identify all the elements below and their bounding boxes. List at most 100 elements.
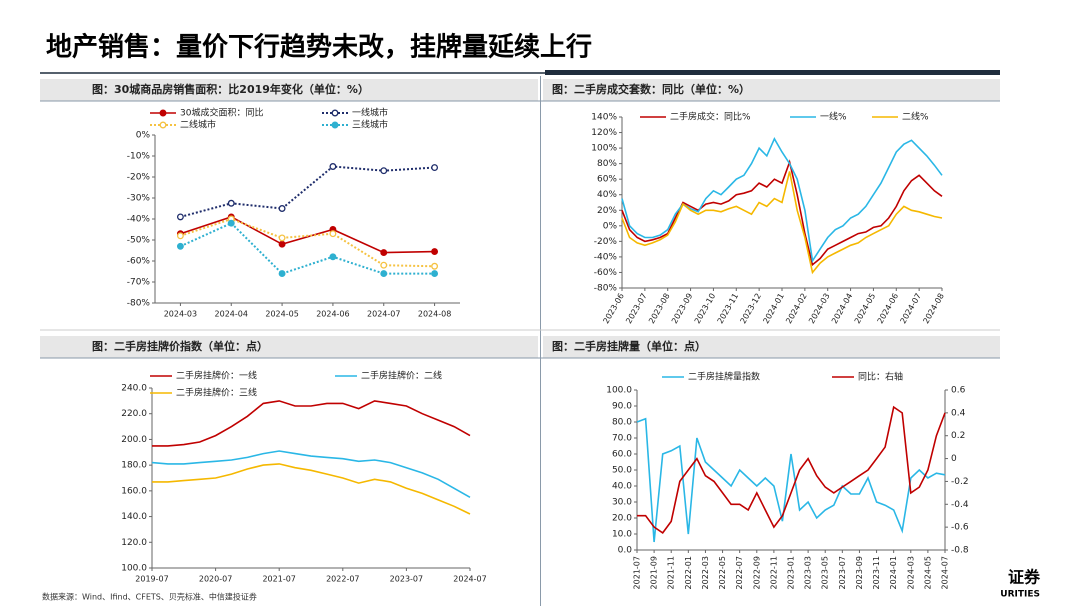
y2-tick-label: 0.4: [951, 408, 966, 418]
x-tick-label: 2023-05: [821, 556, 830, 589]
series-line: [180, 217, 435, 268]
y-tick-label: 40%: [597, 190, 617, 200]
y-tick-label: 10.0: [612, 530, 632, 540]
y-tick-label: 0.0: [618, 546, 633, 556]
legend-label: 二手房成交：同比%: [670, 111, 751, 123]
x-tick-label: 2021-07: [633, 556, 642, 589]
x-tick-label: 2024-07: [899, 292, 924, 325]
x-tick-label: 2021-09: [650, 556, 659, 589]
point: [431, 248, 439, 255]
x-tick-label: 2024-01: [761, 292, 786, 325]
point: [278, 234, 286, 242]
x-tick-label: 2022-09: [752, 556, 761, 589]
y-tick-label: 20%: [597, 206, 617, 216]
chart-title: 图：二手房挂牌价指数（单位：点）: [92, 339, 268, 353]
y-tick-label: 70.0: [612, 434, 632, 444]
x-tick-label: 2023-09: [670, 292, 695, 325]
x-tick-label: 2022-07: [735, 556, 744, 589]
y2-tick-label: 0.2: [951, 431, 965, 441]
x-tick-label: 2023-07: [390, 575, 423, 584]
series-line: [621, 159, 943, 267]
logo-text: URITIES: [1000, 590, 1040, 600]
chart-title: 图：30城商品房销售面积：比2019年变化（单位：%）: [92, 82, 369, 96]
legend-marker: [159, 109, 167, 117]
point: [380, 261, 388, 269]
legend-label: 二手房挂牌量指数: [688, 371, 760, 383]
chart-title: 图：二手房挂牌量（单位：点）: [552, 339, 706, 353]
legend-label: 二线城市: [180, 119, 216, 131]
y-tick-label: 140.0: [121, 512, 147, 522]
series-line: [621, 137, 943, 264]
panel-header: [543, 79, 1000, 101]
y-tick-label: 160.0: [121, 486, 147, 496]
x-tick-label: 2023-03: [804, 556, 813, 589]
x-tick-label: 2024-08: [921, 292, 946, 325]
x-tick-label: 2024-06: [876, 292, 901, 325]
y-tick-label: 80.0: [612, 418, 632, 428]
series-line: [180, 216, 435, 254]
y-tick-label: 90.0: [612, 402, 632, 412]
source-note: 数据来源：Wind、Ifind、CFETS、贝壳标准、中信建投证券: [42, 592, 257, 602]
point: [380, 249, 388, 257]
legend-label: 二手房挂牌价：一线: [176, 370, 257, 382]
x-tick-label: 2024-03: [807, 292, 832, 325]
point: [431, 270, 439, 278]
y-tick-label: -60%: [594, 268, 618, 278]
x-tick-label: 2022-03: [701, 556, 710, 589]
panel-header: [543, 336, 1000, 358]
series-line: [179, 222, 435, 275]
x-tick-label: 2023-11: [716, 292, 741, 325]
y2-tick-label: -0.2: [951, 477, 969, 487]
legend-label: 30城成交面积：同比: [180, 107, 263, 119]
series-line: [151, 450, 471, 498]
x-tick-label: 2024-05: [853, 292, 878, 325]
y-tick-label: 220.0: [121, 409, 147, 419]
y-tick-label: 50.0: [612, 466, 632, 476]
x-tick-label: 2023-07: [624, 292, 649, 325]
x-tick-label: 2024-02: [784, 292, 809, 325]
point: [176, 242, 184, 250]
legend-label: 二手房挂牌价：二线: [361, 370, 442, 382]
slide-title: 地产销售：量价下行趋势未改，挂牌量延续上行: [46, 32, 592, 63]
y-tick-label: 120%: [591, 128, 617, 138]
x-tick-label: 2022-11: [769, 556, 778, 589]
legend-marker: [159, 121, 167, 129]
chart-title: 图：二手房成交套数：同比（单位：%）: [552, 82, 750, 96]
y-tick-label: 200.0: [121, 435, 147, 445]
y-tick-label: 100%: [591, 144, 617, 154]
y-tick-label: -60%: [127, 257, 151, 267]
point: [227, 219, 235, 227]
legend-marker: [331, 109, 339, 117]
x-tick-label: 2020-07: [199, 575, 232, 584]
x-tick-label: 2023-12: [739, 292, 764, 325]
series-line: [152, 463, 471, 515]
logo-text: 证券: [1008, 568, 1041, 587]
x-tick-label: 2023-06: [601, 292, 626, 325]
y-tick-label: -80%: [127, 299, 151, 309]
y-tick-label: 20.0: [612, 514, 632, 524]
y-tick-label: -20%: [127, 173, 151, 183]
y-tick-label: -40%: [127, 215, 151, 225]
y-tick-label: -80%: [594, 284, 618, 294]
x-tick-label: 2024-04: [215, 310, 248, 319]
point: [227, 199, 235, 207]
y-tick-label: 100.0: [121, 564, 147, 574]
series-line: [637, 405, 946, 534]
series-line: [180, 165, 435, 218]
x-tick-label: 2023-09: [855, 556, 864, 589]
point: [176, 232, 184, 240]
point: [380, 270, 388, 278]
point: [329, 230, 337, 238]
x-tick-label: 2023-11: [872, 556, 881, 589]
y-tick-label: 30.0: [612, 498, 632, 508]
y-tick-label: 140%: [591, 113, 617, 123]
title-bar: [545, 70, 1000, 75]
y-tick-label: 0%: [603, 221, 618, 231]
x-tick-label: 2024-05: [265, 310, 298, 319]
x-tick-label: 2024-06: [316, 310, 349, 319]
legend-label: 一线%: [820, 111, 847, 123]
legend-marker: [331, 121, 339, 129]
point: [431, 262, 439, 270]
legend-label: 二手房挂牌价：三线: [176, 387, 257, 399]
